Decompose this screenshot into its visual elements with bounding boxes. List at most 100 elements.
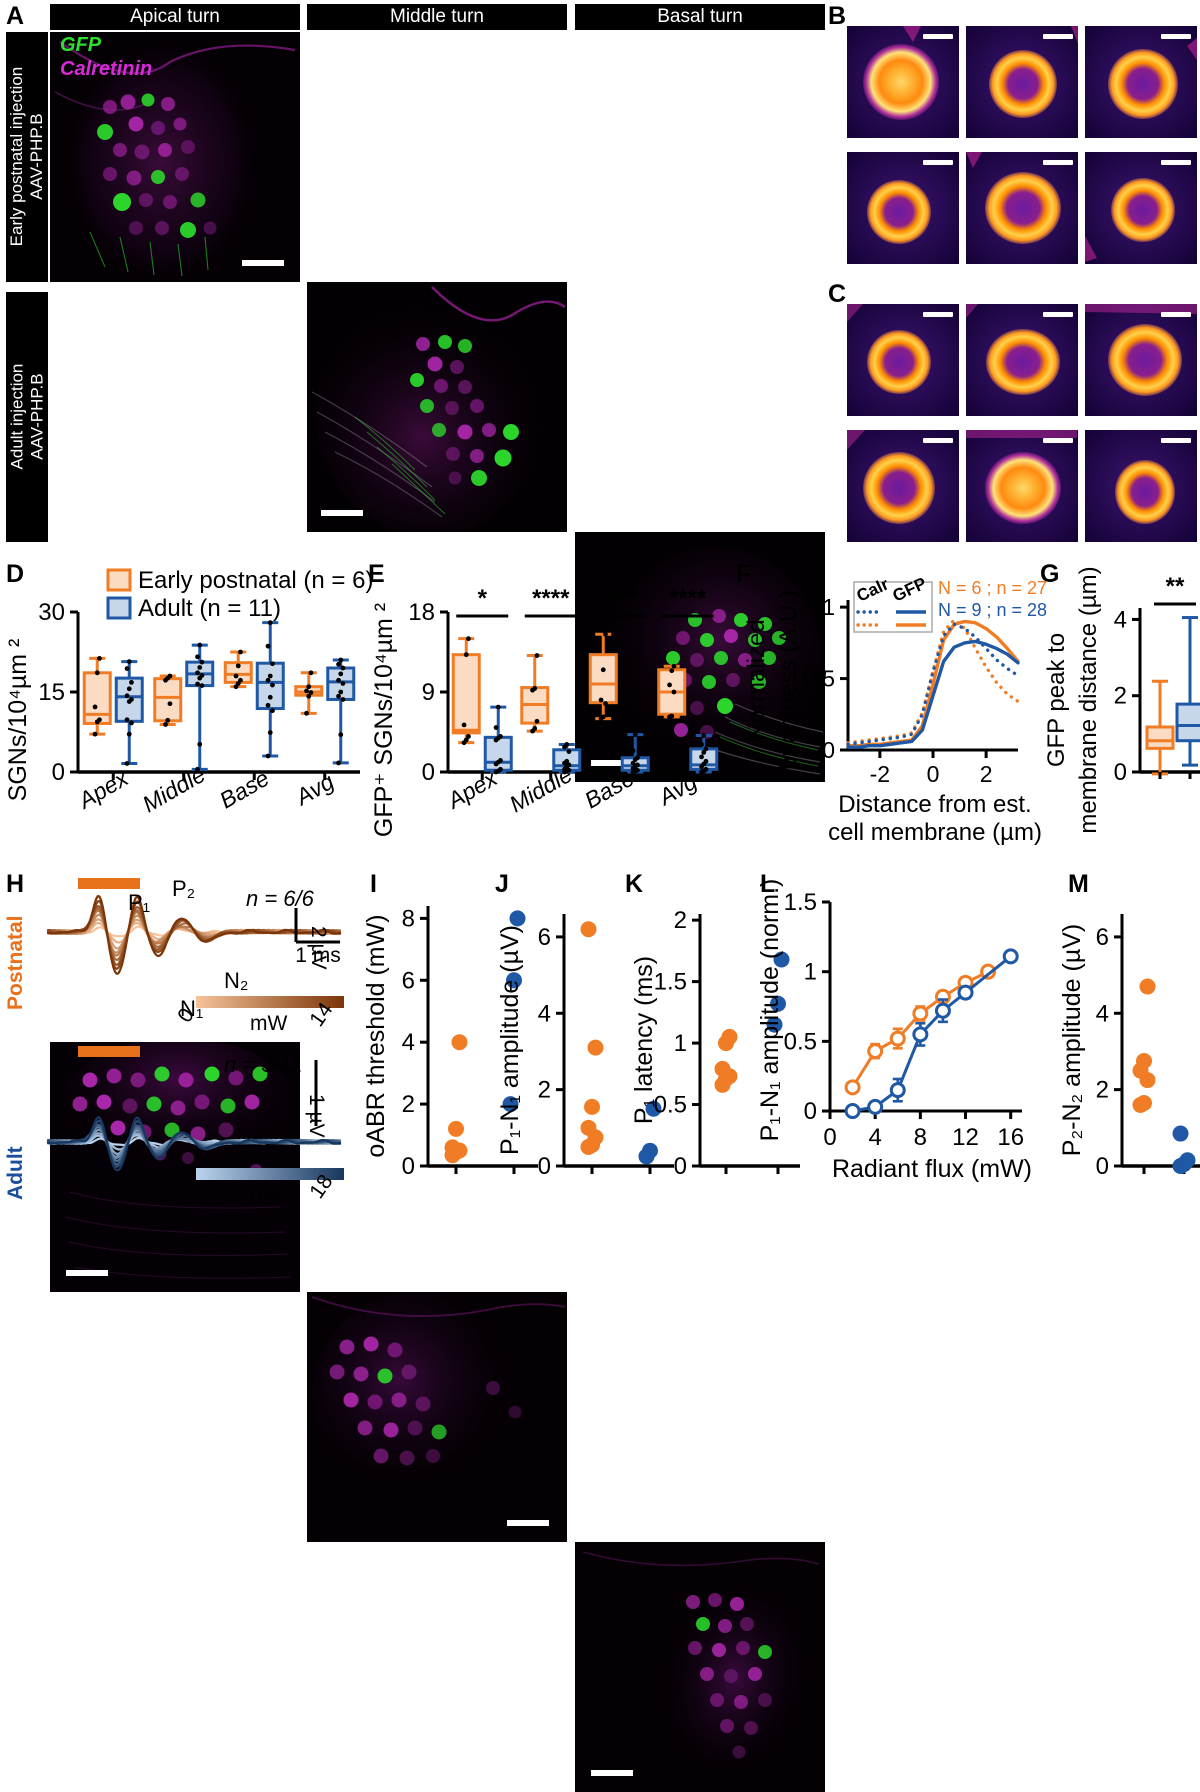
y-axis-label: P₁-N₁ amplitude (µV) [496,925,524,1155]
panel-k-chart: 0 0.5 1 1.5 2 P₁ latency (ms) [616,866,801,1226]
y-tick-label: 2 [538,1077,551,1104]
colorbar-unit-label: mW [250,1184,287,1207]
box-plot [520,653,550,734]
x-tick-label: 4 [868,1124,881,1151]
y-tick-label: 30 [38,599,65,626]
panel-j-letter: J [495,870,509,898]
box-plot [185,642,215,772]
scatter-group [638,1100,662,1165]
y-tick-label: 1 [804,959,817,986]
sample-size-label: n = 3/11 [224,1052,303,1077]
y-axis-label: GFP⁺ SGNs/10⁴µm ² [370,603,398,837]
y-tick-label: 0.5 [784,1028,817,1055]
panel-l-letter: L [760,870,776,898]
x-tick-label: 2 [980,761,993,787]
sample-size-label: n = 6/6 [246,886,315,911]
y-tick-label: 0 [538,1153,551,1180]
box-plot [657,663,687,720]
panel-m-letter: M [1068,870,1089,898]
legend-box [853,581,933,633]
box-plot [483,704,513,775]
y-tick-label: 9 [422,679,435,706]
panel-b-tiles [847,26,1197,264]
box-plot [588,631,618,722]
channel-legend-calretinin: Calretinin [60,58,153,80]
x-axis-label-line2: cell membrane (µm) [828,819,1042,846]
y-tick-label: 4 [1096,1000,1109,1027]
data-point [867,1043,884,1060]
y-axis-label-line1: GFP peak to [1043,633,1070,767]
data-point [844,1079,861,1096]
column-title-basal: Basal turn [575,4,825,30]
scale-bar-x-label: 1 ms [295,944,341,967]
colorbar-unit-label: mW [250,1012,287,1035]
y-axis-label-line1: Normalized [743,619,770,740]
scale-bar-postnatal [294,908,340,944]
peak-label-p2: P₂ [172,876,195,901]
stimulus-bar [78,1046,140,1057]
scale-bar [66,1270,108,1276]
panel-g-letter: G [1040,560,1060,588]
x-tick-label: Avg [653,768,702,811]
data-series-line [846,639,1020,749]
panel-h-row-label-adult: Adult [4,1146,27,1200]
panel-d-letter: D [6,560,25,588]
colorbar-postnatal [196,996,344,1008]
panel-k-letter: K [625,870,644,898]
x-tick-label: Avg [290,768,339,811]
box-plot [294,670,324,716]
panel-h-traces: P₁ P₂ N₁ N₂ n = 6/6 2 µV 1 ms 0 mW 14 n = 3/11 1 µV… [28,864,368,1229]
box-plot [1145,679,1175,779]
y-tick-label: 1 [822,594,835,620]
data-point [912,1026,929,1043]
micrograph-middle-adult [307,1292,567,1542]
column-title-middle: Middle turn [307,4,567,30]
panel-d-chart: 0 15 30 Apex Middle Base Avg SGNs/10⁴µm ² Early … [0,560,373,850]
panel-e-letter: E [368,560,385,588]
row-label-early-postnatal: Early postnatal injection AAV-PHP.B [6,32,48,282]
legend-label: Adult (n = 11) [138,595,281,622]
panel-c-tiles [847,304,1197,542]
data-point [912,1005,929,1022]
x-axis-label-line1: Distance from est. [838,791,1031,818]
significance-marker: **** [532,585,570,612]
data-point [889,1030,906,1047]
y-tick-label: 2 [402,1091,415,1118]
scale-bar [321,510,363,516]
y-tick-label: 8 [402,905,415,932]
y-axis-label-line2: membrane distance (µm) [1075,566,1102,833]
y-tick-label: 0 [422,759,435,786]
y-axis-label: SGNs/10⁴µm ² [4,639,32,802]
micrograph-basal-adult [575,1542,825,1792]
y-tick-label: 4 [1114,606,1127,633]
colorbar-adult [196,1168,344,1180]
scatter-group [580,921,604,1155]
x-tick-label: 16 [997,1124,1024,1151]
panel-f-chart: 0 0.5 1 -2 0 2 Normalized brightness (A.U.) Dist… [730,560,1047,860]
x-axis-label: Radiant flux (mW) [832,1155,1032,1183]
panel-c-letter: C [828,280,847,308]
y-tick-label: 0 [1114,759,1127,786]
significance-marker: * [478,585,488,612]
y-tick-label: 6 [402,967,415,994]
y-tick-label: 2 [1114,683,1127,710]
scale-bar [242,260,284,266]
legend-n-label: N = 9 ; n = 28 [938,600,1047,620]
y-tick-label: 1 [674,1030,687,1057]
box-plot [689,733,719,775]
box-plot [223,649,253,690]
column-title-apical: Apical turn [50,4,300,30]
panel-e-chart: 0 9 18 Apex * Middle **** Base **** Avg **** GFP⁺ S… [362,560,732,850]
scale-bar [591,760,633,766]
scatter-group [766,951,790,1033]
y-tick-label: 18 [408,599,435,626]
scale-bar [507,1520,549,1526]
x-tick-label: 0 [823,1124,836,1151]
channel-legend-gfp: GFP [60,34,102,56]
panel-i-chart: 0 2 4 6 8 oABR threshold (mW) [362,866,552,1226]
box-plot [552,742,582,775]
oabr-trace-group [46,1116,342,1172]
panel-h-row-label-postnatal: Postnatal [4,915,27,1010]
panel-a-letter: A [6,2,25,30]
peak-label-p1: P₁ [128,890,150,915]
